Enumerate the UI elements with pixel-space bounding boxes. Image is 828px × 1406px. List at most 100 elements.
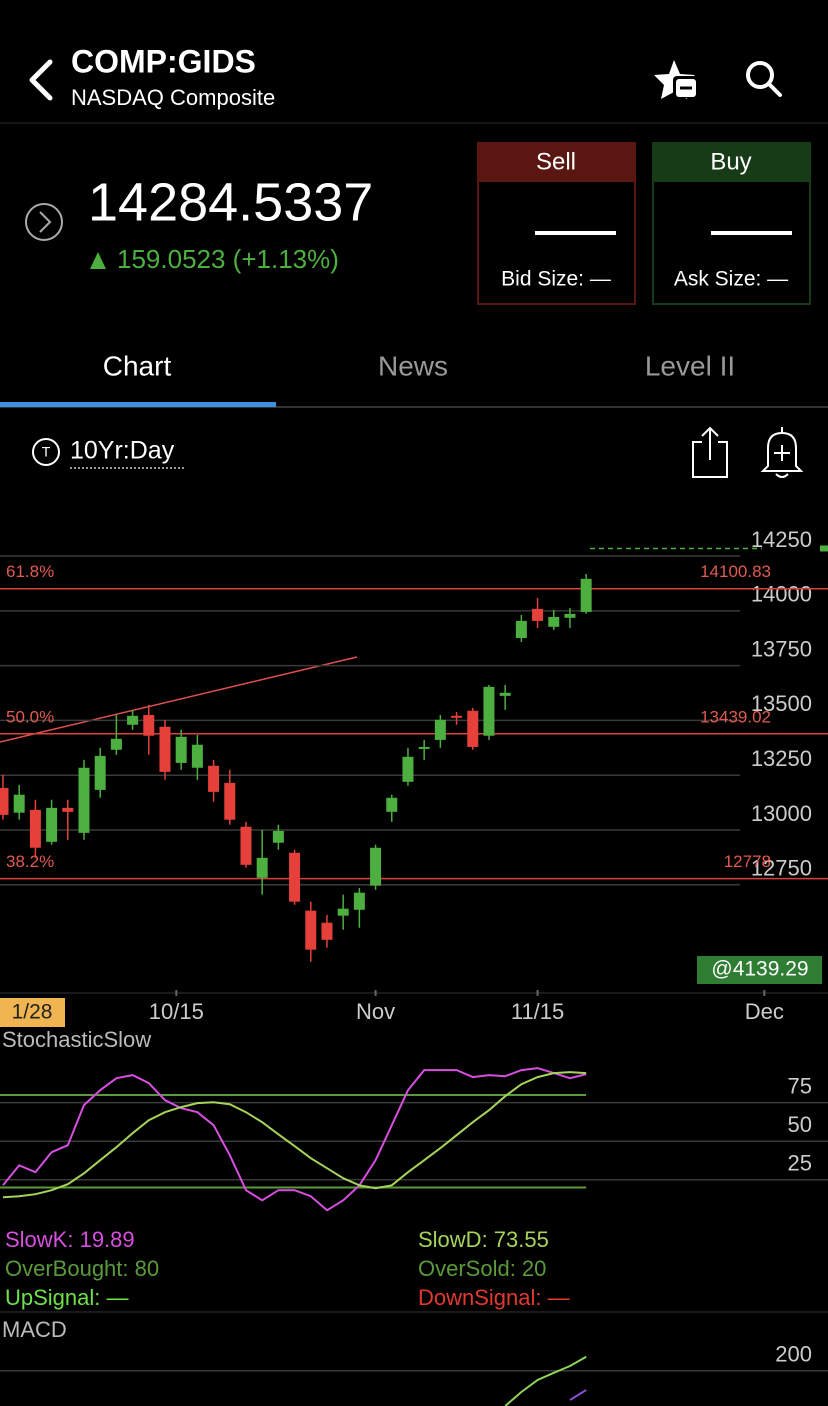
x-tick-label: Dec <box>745 999 784 1024</box>
candle-body <box>62 807 74 812</box>
candle-body <box>532 608 544 621</box>
fib-value: 12778 <box>724 852 771 871</box>
fib-label: 38.2% <box>6 852 54 871</box>
candle-body <box>175 736 187 763</box>
bid-size: Bid Size: — <box>501 268 611 291</box>
candle-body <box>46 807 58 842</box>
buy-button[interactable]: Buy Ask Size: — <box>652 142 811 305</box>
candle-body <box>289 852 301 902</box>
ask-size: Ask Size: — <box>674 268 788 291</box>
expand-button[interactable] <box>25 203 63 241</box>
series-line <box>2 1067 587 1212</box>
y-tick-label: 13500 <box>751 691 812 716</box>
candle-body <box>78 767 90 833</box>
watchlist-button[interactable] <box>654 60 697 99</box>
candle-body <box>499 692 511 696</box>
candle-body <box>224 782 236 820</box>
x-tick-label: 11/15 <box>511 999 564 1024</box>
series-line <box>2 1071 587 1199</box>
fib-label: 50.0% <box>6 707 54 726</box>
series-line <box>504 1355 587 1406</box>
candle-body <box>208 765 220 792</box>
cursor-box <box>697 956 822 984</box>
series-line <box>569 1389 587 1401</box>
chart-range[interactable]: 10Yr:Day <box>70 437 175 465</box>
y-tick-label: 13750 <box>751 636 812 661</box>
legend-entry: UpSignal: — <box>5 1285 129 1310</box>
candle-body <box>240 826 252 865</box>
buy-label: Buy <box>710 148 751 175</box>
legend-entry: OverSold: 20 <box>418 1256 546 1281</box>
candle-body <box>110 738 122 750</box>
panel-title: StochasticSlow <box>2 1027 151 1052</box>
legend-entry: SlowD: 73.55 <box>418 1227 549 1252</box>
up-arrow <box>90 252 106 269</box>
y-tick-label: 50 <box>788 1112 812 1137</box>
tab-indicator <box>0 402 276 407</box>
candle-body <box>353 892 365 910</box>
candle-body <box>370 847 382 886</box>
fib-value: 13439.02 <box>700 707 771 726</box>
candle-body <box>191 744 203 768</box>
x-tick-label: 10/15 <box>149 999 204 1024</box>
y-tick-label: 25 <box>788 1151 812 1176</box>
candle-body <box>386 797 398 812</box>
candle-body <box>483 686 495 736</box>
x-tick-label: Nov <box>356 999 395 1024</box>
sell-button[interactable]: Sell Bid Size: — <box>477 142 636 305</box>
candle-body <box>94 755 106 790</box>
trend-line[interactable] <box>0 656 358 743</box>
sell-label: Sell <box>536 148 576 175</box>
share-button[interactable] <box>692 426 728 478</box>
svg-text:T: T <box>42 444 51 460</box>
y-tick-label: 14000 <box>751 582 812 607</box>
fib-value: 14100.83 <box>700 562 771 581</box>
tab[interactable]: Level II <box>645 350 735 381</box>
alert-button[interactable] <box>760 427 804 478</box>
range-icon[interactable]: T <box>32 438 60 466</box>
legend-entry: SlowK: 19.89 <box>5 1227 135 1252</box>
tab[interactable]: News <box>378 350 448 381</box>
candle-body <box>337 908 349 916</box>
back-button[interactable] <box>29 59 53 101</box>
candle-body <box>29 809 41 848</box>
price-change: 159.0523 (+1.13%) <box>117 244 339 274</box>
search-button[interactable] <box>746 61 782 97</box>
candle-body <box>451 715 463 718</box>
candle-body <box>321 922 333 940</box>
y-tick-label: 12750 <box>751 856 812 881</box>
y-tick-label: 13000 <box>751 801 812 826</box>
candle-body <box>418 746 430 749</box>
y-tick-label: 75 <box>788 1073 812 1098</box>
cursor-label: @4139.29 <box>711 958 808 981</box>
fib-label: 61.8% <box>6 562 54 581</box>
y-tick-label: 14250 <box>751 527 812 552</box>
y-tick-label: 200 <box>775 1342 812 1367</box>
legend-entry: OverBought: 80 <box>5 1256 159 1281</box>
candle-body <box>159 726 171 772</box>
candle-body <box>305 910 317 950</box>
candle-body <box>143 714 155 736</box>
last-price-marker <box>820 545 828 552</box>
y-tick-label: 13250 <box>751 746 812 771</box>
candle-body <box>13 794 25 813</box>
last-price: 14284.5337 <box>88 172 373 232</box>
candle-body <box>402 756 414 782</box>
candle-body <box>515 620 527 638</box>
panel-title: MACD <box>2 1317 67 1342</box>
tab[interactable]: Chart <box>103 350 172 381</box>
candle-body <box>564 613 576 618</box>
candle-body <box>256 857 268 878</box>
cursor-date-box <box>0 998 65 1027</box>
candle-body <box>0 787 9 815</box>
candle-body <box>467 710 479 747</box>
cursor-date: 1/28 <box>12 1001 53 1024</box>
candle-body <box>127 715 139 725</box>
symbol-name: NASDAQ Composite <box>71 85 275 110</box>
candle-body <box>272 830 284 843</box>
candle-body <box>580 578 592 612</box>
candle-body <box>548 616 560 627</box>
legend-entry: DownSignal: — <box>418 1285 570 1310</box>
candle-body <box>434 719 446 740</box>
